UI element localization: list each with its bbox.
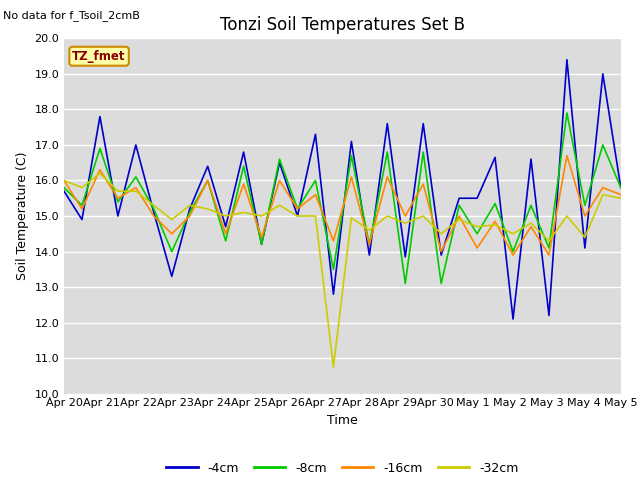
- Text: No data for f_Tsoil_2cmB: No data for f_Tsoil_2cmB: [3, 11, 140, 22]
- X-axis label: Time: Time: [327, 414, 358, 427]
- Legend: -4cm, -8cm, -16cm, -32cm: -4cm, -8cm, -16cm, -32cm: [161, 456, 524, 480]
- Y-axis label: Soil Temperature (C): Soil Temperature (C): [16, 152, 29, 280]
- Text: TZ_fmet: TZ_fmet: [72, 50, 126, 63]
- Title: Tonzi Soil Temperatures Set B: Tonzi Soil Temperatures Set B: [220, 16, 465, 34]
